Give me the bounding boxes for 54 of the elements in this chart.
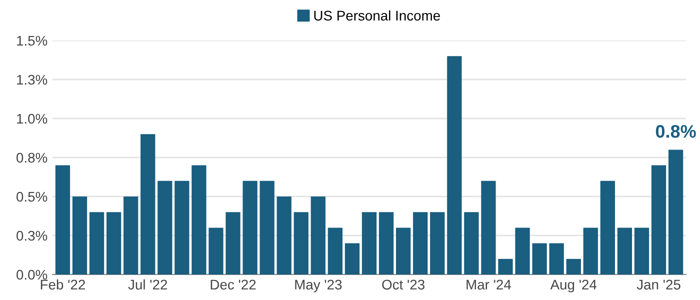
- y-tick-label: 1.5%: [17, 36, 48, 46]
- bar: [310, 196, 326, 274]
- bar: [413, 212, 428, 274]
- bar: [532, 243, 547, 274]
- data-label: 0.8%: [656, 125, 696, 138]
- bar: [55, 165, 70, 274]
- y-tick-label: 0.0%: [16, 270, 48, 280]
- bar: [498, 258, 513, 274]
- bar: [396, 228, 411, 274]
- bar: [515, 228, 530, 274]
- bar: [566, 258, 581, 274]
- bar: [124, 196, 138, 274]
- y-tick-label: 0.5%: [16, 192, 48, 202]
- x-tick-label: Aug '24: [550, 280, 597, 292]
- bar: [276, 196, 292, 274]
- bar: [549, 243, 564, 274]
- bar: [106, 212, 122, 274]
- bar: [600, 180, 615, 274]
- y-tick-label: 0.3%: [16, 230, 48, 241]
- bar: [344, 243, 360, 274]
- bar: [430, 212, 445, 274]
- x-tick-label: Mar '24: [466, 280, 511, 290]
- y-tick-label: 0.8%: [16, 152, 48, 163]
- bar: [583, 228, 598, 274]
- bar: [617, 228, 632, 274]
- bar: [192, 165, 206, 274]
- bar: [481, 180, 496, 274]
- bar: [242, 180, 258, 274]
- x-tick-label: Jul '22: [128, 279, 168, 290]
- legend-label: US Personal Income: [314, 10, 440, 21]
- bar: [208, 228, 224, 274]
- bar: [294, 212, 308, 274]
- bar: [651, 165, 666, 274]
- x-tick-label: Dec '22: [210, 280, 256, 290]
- bar: [260, 180, 274, 274]
- y-tick-label: 1.0%: [17, 114, 48, 124]
- x-tick-label: Feb '22: [40, 279, 85, 290]
- bar: [72, 196, 88, 274]
- bar: [226, 212, 240, 274]
- x-tick-label: May '23: [295, 280, 342, 292]
- bar: [634, 228, 650, 274]
- bar: [668, 150, 684, 274]
- y-tick-label: 1.3%: [17, 74, 48, 85]
- x-tick-label: Oct '23: [382, 280, 424, 290]
- x-tick-label: Jan '25: [636, 280, 680, 290]
- bar: [89, 212, 104, 274]
- bar: [328, 228, 343, 274]
- bar: [447, 56, 462, 274]
- bar: [464, 212, 479, 274]
- bar: [158, 180, 172, 274]
- bar: [174, 180, 190, 274]
- bar: [362, 212, 377, 274]
- bar: [378, 212, 394, 274]
- bar: [140, 134, 156, 274]
